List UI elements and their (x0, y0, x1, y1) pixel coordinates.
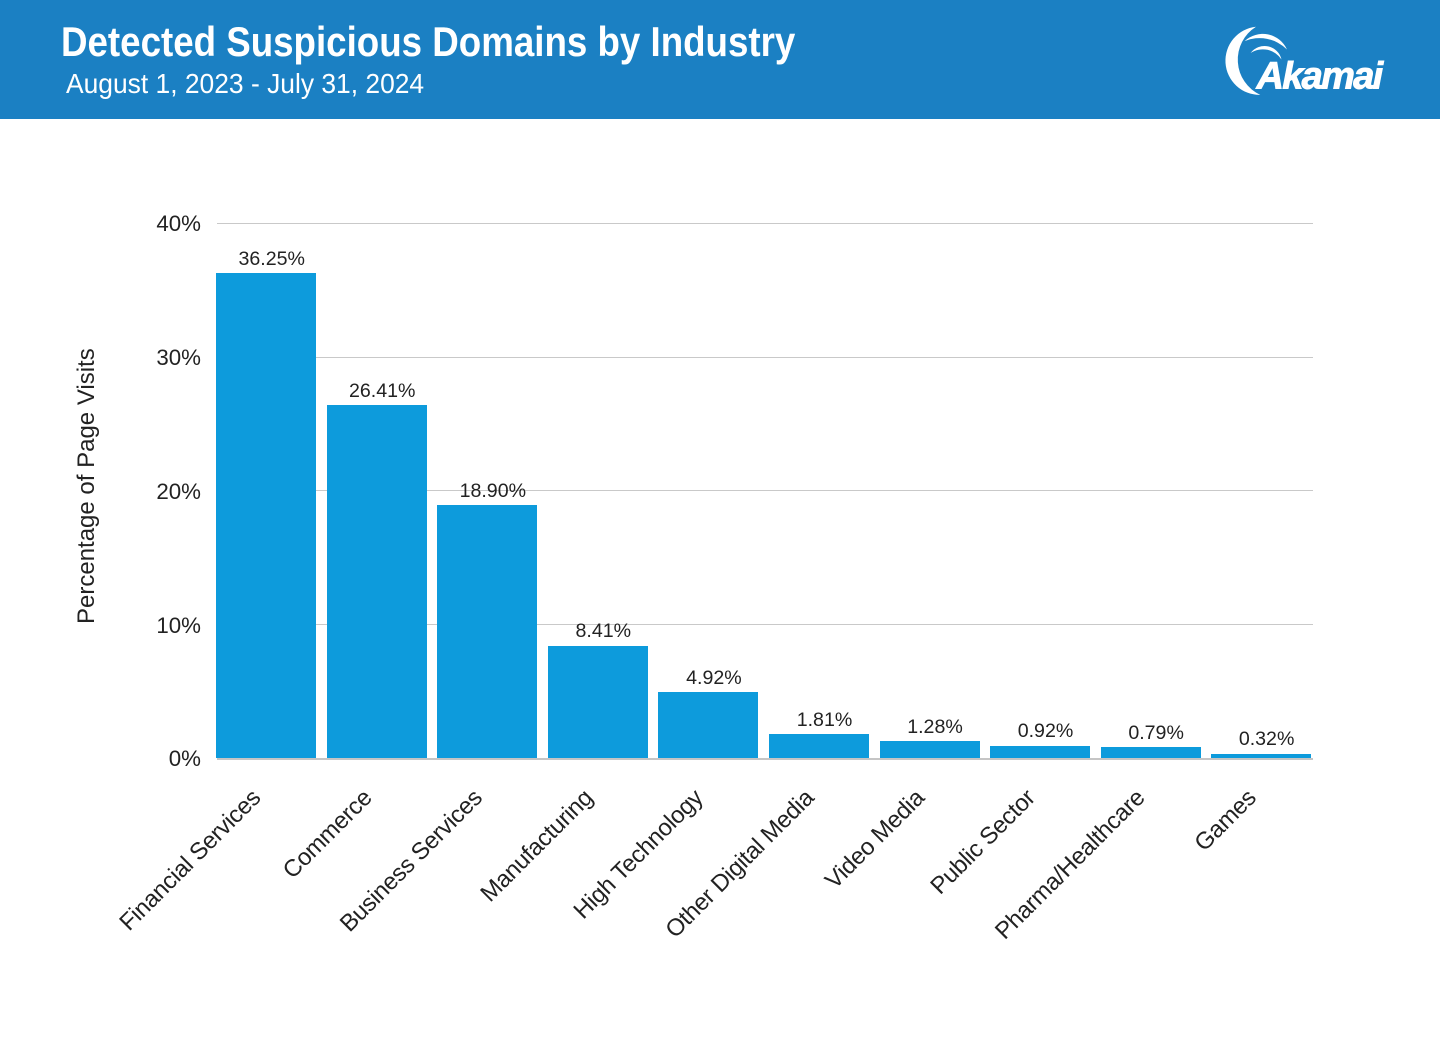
svg-text:Akamai: Akamai (1256, 56, 1385, 98)
